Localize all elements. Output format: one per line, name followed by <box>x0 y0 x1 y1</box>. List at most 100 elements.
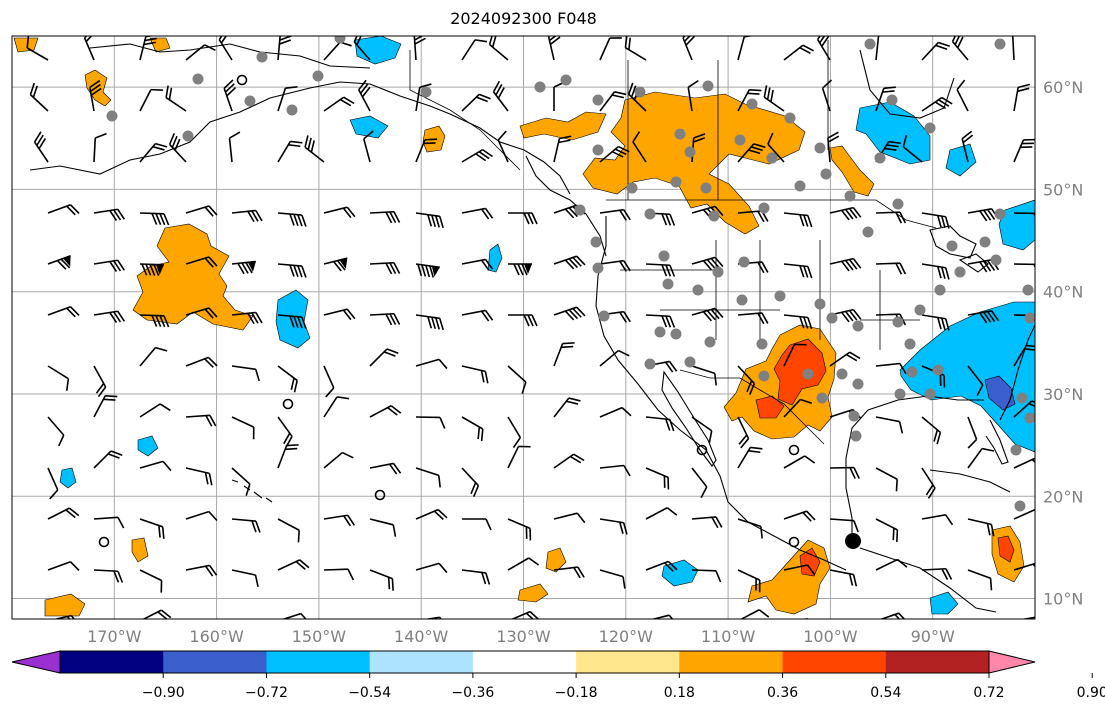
colorbar-tick-label: −0.36 <box>451 685 494 701</box>
colorbar-tick-label: −0.72 <box>245 685 288 701</box>
wind-barb <box>93 310 126 324</box>
calm-circle <box>98 536 110 548</box>
station-dot <box>684 146 696 158</box>
wind-barb <box>93 259 126 273</box>
wind-barb <box>599 145 630 163</box>
station-markers <box>106 36 1035 512</box>
station-dot <box>1024 412 1035 424</box>
wind-barb <box>737 569 761 593</box>
station-dot <box>670 176 682 188</box>
wind-barb <box>599 518 628 535</box>
latitude-label: 40°N <box>1043 283 1083 302</box>
wind-barb <box>599 259 631 272</box>
wind-barb <box>277 559 310 571</box>
station-dot <box>674 128 686 140</box>
wind-barb <box>185 564 218 577</box>
wind-barb <box>691 516 723 529</box>
wind-barb <box>508 263 532 276</box>
wind-barb <box>507 445 531 469</box>
wind-barb <box>875 416 904 434</box>
canada-us-border <box>606 199 937 229</box>
wind-barb <box>767 132 785 163</box>
wind-barb <box>29 82 49 112</box>
wind-barb <box>875 467 898 492</box>
wind-barb <box>645 263 676 277</box>
wind-barb <box>363 130 374 163</box>
negative-region-central-america <box>929 591 959 615</box>
colorbar-segment <box>60 651 164 673</box>
wind-barb <box>599 464 631 477</box>
wind-barb <box>967 365 984 396</box>
wind-barb <box>645 507 678 520</box>
colorbar-outline <box>59 650 990 674</box>
station-dot <box>626 182 638 194</box>
station-dot <box>886 94 898 106</box>
station-dot <box>826 312 838 324</box>
wind-barb <box>139 263 165 276</box>
anomaly-shading <box>13 36 1035 617</box>
station-dot <box>874 152 886 164</box>
strong-positive-texas-south <box>755 395 785 419</box>
longitude-label: 100°W <box>803 627 858 646</box>
negative-region-bc-coast <box>487 243 503 273</box>
wind-barb <box>967 569 993 591</box>
wind-barb <box>139 346 168 367</box>
longitude-label: 120°W <box>599 627 654 646</box>
wind-barb <box>277 365 298 393</box>
station-dot <box>904 338 916 350</box>
station-dot <box>774 290 786 302</box>
wind-barb <box>783 212 813 228</box>
wind-barb <box>185 467 213 486</box>
wind-barb <box>47 561 80 571</box>
wind-barb <box>554 621 583 632</box>
wind-barb <box>139 518 165 539</box>
longitude-label: 160°W <box>189 627 244 646</box>
station-dot <box>924 122 936 134</box>
wind-barb <box>47 365 70 391</box>
calm-circle <box>282 398 294 410</box>
colorbar-extend-max <box>988 650 1036 674</box>
map-frame <box>11 35 1036 620</box>
station-dot <box>924 388 936 400</box>
wind-barb <box>956 79 969 112</box>
wind-barb <box>277 314 307 329</box>
wind-barb <box>553 135 572 163</box>
cuba <box>929 469 1011 493</box>
wind-barb <box>139 314 170 328</box>
wind-barb <box>139 609 172 619</box>
wind-barb <box>507 610 540 619</box>
calm-circle <box>374 489 386 501</box>
station-dot <box>914 304 926 316</box>
station-dot <box>946 240 958 252</box>
positive-region-south-pacific <box>517 583 549 603</box>
station-dot <box>1014 500 1026 512</box>
negative-region-hudson <box>855 101 931 165</box>
wind-barb <box>737 446 763 469</box>
station-dot <box>592 94 604 106</box>
positive-region-north-pacific-3 <box>13 37 39 53</box>
wind-barb <box>875 518 899 543</box>
strong-negative-east-us <box>984 375 1016 411</box>
station-dot <box>758 202 770 214</box>
wind-barb <box>369 518 397 537</box>
colorbar-segment <box>472 651 577 673</box>
calm-circle <box>696 444 708 456</box>
station-dot <box>784 112 796 124</box>
wind-barb <box>1013 457 1035 469</box>
colorbar-tick-label: 0.90 <box>1077 685 1105 701</box>
station-dot <box>894 388 906 400</box>
wind-barb <box>829 518 859 533</box>
wind-barb <box>277 36 292 61</box>
wind-barb <box>553 255 586 270</box>
station-dot <box>598 310 610 322</box>
wind-barb <box>553 512 586 524</box>
wind-barb <box>47 306 80 318</box>
station-dot <box>852 320 864 332</box>
wind-barb <box>277 518 300 543</box>
wind-barb <box>93 132 107 163</box>
us-mexico-border <box>679 369 825 445</box>
wind-barb <box>218 36 233 61</box>
wind-barb <box>599 569 626 589</box>
colorbar-segment <box>885 651 990 673</box>
